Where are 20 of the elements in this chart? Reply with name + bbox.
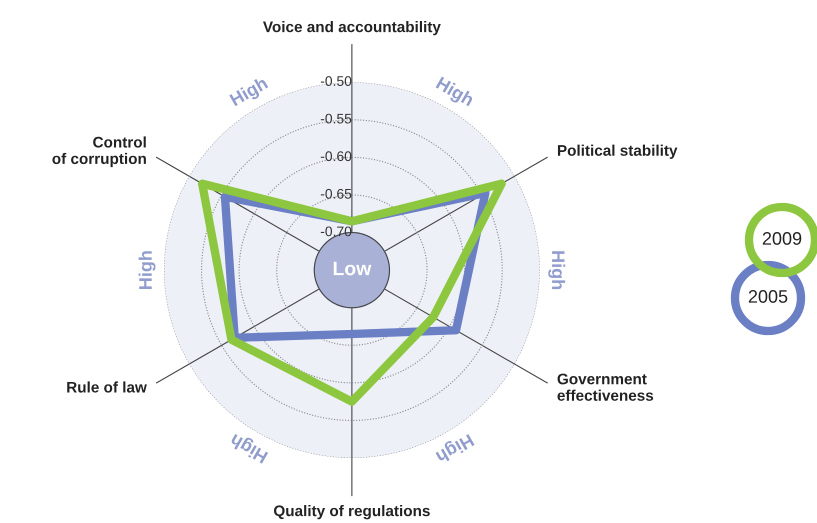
- spoke-label: Political stability: [558, 144, 678, 159]
- y-tick-label: -0.55: [320, 114, 352, 124]
- spoke-label: Government effectiveness: [558, 374, 654, 401]
- text: Low: [334, 262, 372, 276]
- text: High: [548, 251, 566, 290]
- spoke-label: Control of corruption: [52, 136, 146, 168]
- y-tick-label: -0.70: [320, 226, 352, 236]
- spoke-label: Quality of regulations: [274, 505, 430, 520]
- y-tick-label: -0.60: [320, 151, 352, 162]
- text: High: [434, 76, 475, 110]
- text: High: [228, 76, 270, 110]
- spoke-label: Voice and accountability: [262, 21, 441, 36]
- text: High: [434, 430, 475, 464]
- text: 2009: [762, 232, 802, 245]
- text: High: [228, 430, 270, 464]
- y-tick-label: -0.65: [320, 188, 352, 199]
- text: High: [138, 251, 156, 289]
- y-tick-label: -0.50: [320, 76, 352, 86]
- spoke-label: Rule of law: [67, 381, 147, 393]
- text: 2005: [748, 290, 788, 303]
